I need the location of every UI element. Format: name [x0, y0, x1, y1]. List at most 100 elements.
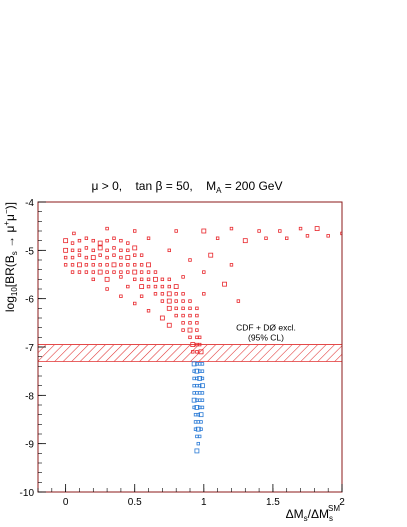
y-tick-label: -9: [25, 440, 34, 451]
scatter-point: [146, 236, 151, 240]
scatter-point: [70, 248, 75, 253]
scatter-point: [200, 362, 205, 366]
scatter-point: [97, 269, 103, 275]
scatter-point: [195, 362, 199, 366]
scatter-point: [200, 398, 205, 402]
scatter-point: [197, 383, 202, 388]
scatter-point: [200, 391, 205, 395]
scatter-point: [105, 238, 109, 243]
x-tick-label: 0.5: [128, 497, 142, 508]
scatter-point: [153, 276, 158, 282]
scatter-point: [126, 263, 130, 267]
scatter-point: [146, 262, 151, 268]
scatter-point: [188, 313, 192, 318]
y-tick-label: -8: [25, 391, 34, 402]
scatter-point: [188, 335, 192, 340]
scatter-point: [174, 299, 178, 303]
scatter-point: [195, 426, 201, 432]
scatter-point: [190, 342, 196, 347]
scatter-point: [160, 284, 165, 289]
scatter-point: [197, 369, 202, 373]
scatter-point: [63, 238, 69, 244]
scatter-point: [153, 292, 158, 296]
scatter-point: [133, 277, 137, 282]
scatter-point: [105, 270, 109, 274]
scatter-point: [146, 270, 151, 274]
scatter-point: [84, 255, 89, 260]
scatter-point: [174, 313, 178, 318]
scatter-point: [167, 248, 171, 253]
scatter-point: [84, 246, 89, 250]
scatter-point: [188, 299, 192, 303]
scatter-point: [192, 376, 196, 381]
scatter-point: [70, 255, 75, 260]
scatter-point: [91, 248, 95, 253]
scatter-point: [192, 391, 196, 395]
scatter-point: [229, 226, 234, 231]
scatter-point: [70, 241, 75, 245]
x-tick-label: 1.5: [266, 497, 280, 508]
scatter-point: [160, 299, 165, 303]
scatter-point: [202, 292, 206, 296]
scatter-point: [314, 226, 320, 231]
scatter-point: [194, 448, 200, 454]
scatter-point: [200, 376, 205, 381]
scatter-point: [133, 229, 137, 233]
scatter-point: [199, 420, 203, 424]
scatter-point: [119, 275, 123, 279]
scatter-point: [166, 305, 172, 311]
scatter-point: [146, 309, 151, 313]
scatter-point: [195, 391, 199, 395]
scatter-point: [215, 236, 220, 240]
scatter-point: [77, 262, 82, 268]
scatter-point: [84, 270, 89, 274]
scatter-point: [202, 270, 206, 274]
scatter-point: [119, 263, 123, 267]
scatter-point: [167, 277, 171, 282]
scatter-point: [105, 248, 109, 253]
scatter-point: [77, 253, 82, 257]
scatter-point: [125, 255, 131, 260]
scatter-point: [139, 277, 144, 282]
scatter-point: [181, 313, 185, 318]
scatter-point: [298, 226, 303, 231]
scatter-point: [70, 263, 75, 267]
scatter-point: [197, 362, 202, 366]
scatter-point: [105, 263, 109, 267]
x-tick-label: 1: [201, 497, 207, 508]
scatter-point: [112, 253, 116, 257]
scatter-point: [160, 277, 165, 282]
scatter-point: [188, 258, 192, 262]
scatter-point: [119, 248, 123, 253]
scatter-point: [197, 434, 202, 439]
scatter-point: [326, 234, 330, 238]
scatter-point: [77, 238, 82, 243]
scatter-point: [119, 255, 123, 260]
scatter-point: [191, 350, 195, 354]
scatter-point: [200, 383, 205, 389]
scatter-point: [196, 412, 200, 417]
scatter-point: [181, 299, 185, 303]
scatter-point: [126, 284, 130, 289]
annotation-line-2: (95% CL): [248, 333, 284, 343]
scatter-point: [91, 238, 95, 243]
scatter-point: [181, 292, 185, 296]
scatter-point: [139, 270, 144, 274]
scatter-point: [195, 335, 199, 340]
scatter-point: [195, 434, 199, 439]
scatter-point: [126, 270, 130, 274]
scatter-point: [196, 420, 200, 424]
scatter-point: [90, 255, 96, 260]
scatter-point: [181, 275, 185, 279]
scatter-point: [198, 349, 204, 355]
chart-title: μ > 0, tan β = 50, MA = 200 GeV: [92, 179, 283, 195]
scatter-point: [70, 270, 75, 274]
scatter-point: [340, 231, 342, 236]
scatter-point: [199, 427, 203, 431]
x-axis-label: ΔMs/ΔMsSM: [286, 504, 341, 523]
scatter-point: [208, 252, 214, 258]
scatter-point: [181, 321, 185, 325]
scatter-point: [257, 229, 261, 233]
scatter-point: [192, 383, 196, 388]
scatter-point: [197, 405, 202, 410]
